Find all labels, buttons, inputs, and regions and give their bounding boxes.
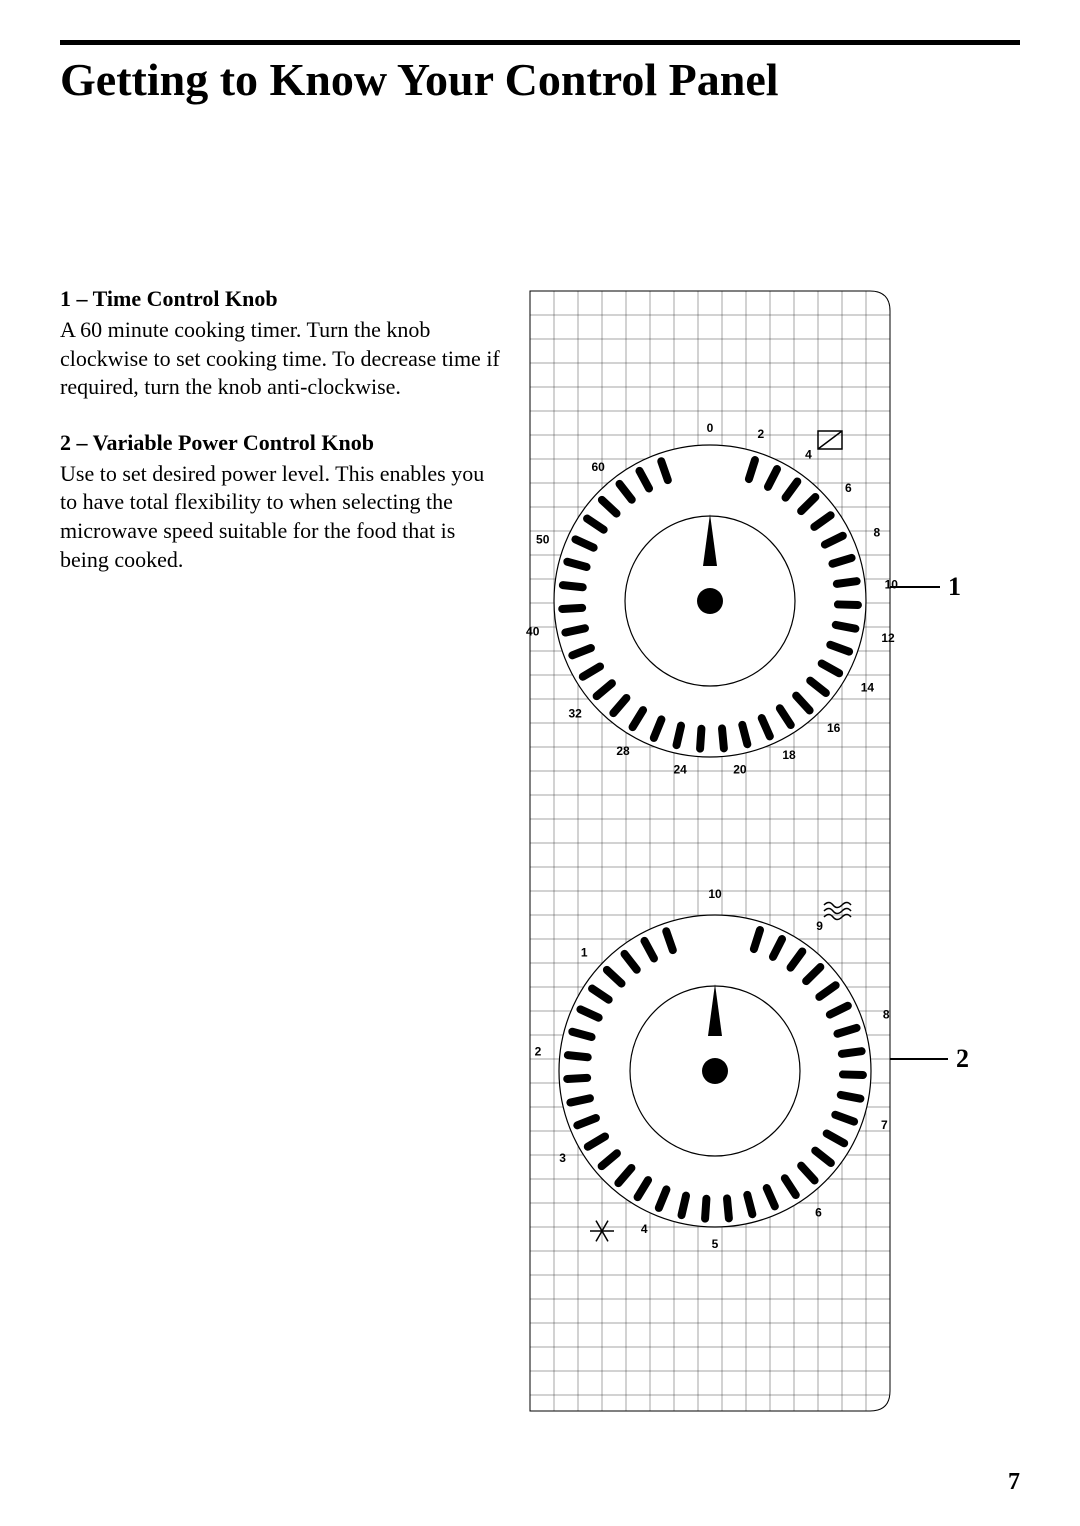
svg-text:6: 6 [845, 481, 852, 495]
svg-text:8: 8 [883, 1008, 890, 1022]
svg-text:4: 4 [805, 447, 812, 461]
svg-text:6: 6 [815, 1206, 822, 1220]
svg-text:9: 9 [816, 919, 823, 933]
svg-text:18: 18 [782, 748, 796, 762]
content-row: 1 – Time Control Knob A 60 minute cookin… [60, 286, 1020, 1416]
svg-text:2: 2 [758, 427, 765, 441]
svg-text:16: 16 [827, 721, 841, 735]
wave-icon [824, 903, 851, 920]
svg-text:28: 28 [616, 744, 630, 758]
section-2-heading: 2 – Variable Power Control Knob [60, 430, 500, 456]
svg-text:60: 60 [591, 460, 605, 474]
section-2-body: Use to set desired power level. This ena… [60, 460, 500, 574]
section-2: 2 – Variable Power Control Knob Use to s… [60, 430, 500, 574]
callout-1-label: 1 [948, 572, 961, 602]
time-control-knob: 02468101214161820242832405060 [526, 421, 898, 776]
svg-text:3: 3 [559, 1151, 566, 1165]
callout-1-line [890, 586, 940, 588]
svg-text:50: 50 [536, 532, 550, 546]
section-1-heading: 1 – Time Control Knob [60, 286, 500, 312]
svg-text:4: 4 [641, 1222, 648, 1236]
svg-text:10: 10 [885, 577, 899, 591]
page-title: Getting to Know Your Control Panel [60, 53, 1020, 106]
svg-text:24: 24 [673, 763, 687, 777]
svg-text:14: 14 [861, 680, 875, 694]
svg-text:10: 10 [708, 887, 722, 901]
diagram-column: 0246810121416182024283240506010987654321… [520, 286, 1020, 1416]
horizontal-rule [60, 40, 1020, 45]
callout-2-label: 2 [956, 1044, 969, 1074]
svg-text:1: 1 [581, 945, 588, 959]
svg-text:2: 2 [535, 1045, 542, 1059]
section-1: 1 – Time Control Knob A 60 minute cookin… [60, 286, 500, 402]
power-control-knob: 10 9 8 7 6 5 4 3 2 1 [535, 887, 890, 1251]
svg-text:0: 0 [707, 421, 714, 435]
section-1-body: A 60 minute cooking timer. Turn the knob… [60, 316, 500, 402]
text-column: 1 – Time Control Knob A 60 minute cookin… [60, 286, 500, 1416]
svg-text:5: 5 [712, 1237, 719, 1251]
page-number: 7 [1008, 1469, 1020, 1496]
control-panel-diagram: 0246810121416182024283240506010987654321 [520, 286, 900, 1416]
svg-text:32: 32 [568, 706, 582, 720]
callout-2-line [890, 1058, 948, 1060]
defrost-icon [818, 431, 842, 449]
svg-text:8: 8 [874, 526, 881, 540]
svg-text:7: 7 [881, 1118, 888, 1132]
svg-text:12: 12 [881, 631, 895, 645]
svg-text:40: 40 [526, 624, 540, 638]
svg-text:20: 20 [733, 763, 747, 777]
